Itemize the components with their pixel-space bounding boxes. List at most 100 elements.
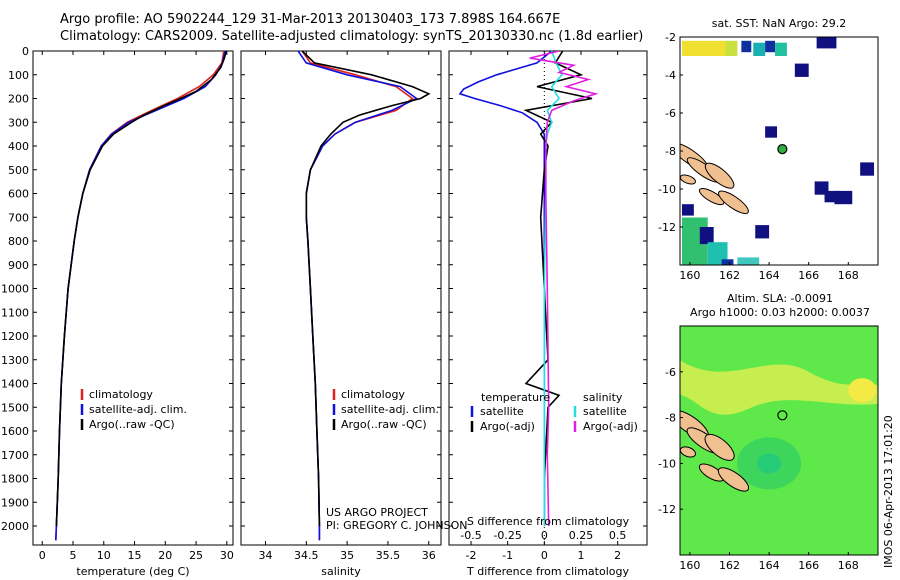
sst-pixel [816, 37, 837, 49]
y-tick-label: 1200 [1, 330, 29, 343]
y-tick-label: 400 [8, 140, 29, 153]
map-y-tick-label: -12 [658, 503, 676, 516]
map-x-tick-label: 162 [719, 269, 740, 282]
x-tick-label: 36 [422, 549, 436, 562]
panel-frame [448, 50, 648, 546]
sla-map-title: Altim. SLA: -0.0091 [727, 292, 833, 305]
x-tick-label: 2 [614, 549, 621, 562]
map-frame [679, 325, 879, 556]
legend-label: satellite [480, 405, 524, 418]
y-tick-label: 2000 [1, 520, 29, 533]
x-tick-label: 15 [128, 549, 142, 562]
argo-position-marker [777, 144, 788, 155]
x-axis-label: T difference from climatology [466, 565, 629, 578]
s-tick-label: 0 [541, 529, 548, 542]
series-salinity-1 [297, 51, 419, 541]
map-x-tick-label: 162 [719, 559, 740, 572]
map-y-tick-label: -6 [665, 107, 676, 120]
map-x-tick-label: 166 [798, 269, 819, 282]
x-tick-label: 0 [541, 549, 548, 562]
map-x-tick-label: 164 [759, 559, 780, 572]
y-tick-label: 0 [22, 45, 29, 58]
sst-map-title: sat. SST: NaN Argo: 29.2 [712, 17, 846, 30]
y-tick-label: 900 [8, 259, 29, 272]
sla-low-core [757, 453, 782, 474]
x-tick-label: 1 [578, 549, 585, 562]
y-tick-label: 500 [8, 164, 29, 177]
sst-pixel [681, 40, 726, 56]
map-x-tick-label: 168 [838, 269, 859, 282]
s-tick-label: 0.25 [569, 529, 594, 542]
sla-high-band [680, 360, 878, 415]
x-tick-label: 25 [189, 549, 203, 562]
series-difference-2 [543, 51, 563, 526]
series-temperature-1 [55, 51, 226, 541]
sst-pixel [753, 42, 766, 56]
argo-position-marker [777, 410, 788, 421]
x-tick-label: 20 [158, 549, 172, 562]
x-tick-label: 10 [97, 549, 111, 562]
sst-pixel [834, 190, 853, 205]
sst-pixel [824, 190, 841, 203]
header-line-2: Climatology: CARS2009. Satellite-adjuste… [60, 29, 644, 44]
sla-map-subtitle: Argo h1000: 0.03 h2000: 0.0037 [690, 306, 870, 319]
sst-pixel [741, 40, 752, 53]
imos-timestamp: IMOS 06-Apr-2013 17:01:20 [882, 415, 895, 568]
legend-label: satellite-adj. clim. [89, 403, 187, 416]
legend-title-temperature: temperature [481, 391, 550, 404]
map-x-tick-label: 164 [759, 269, 780, 282]
panel-frame [240, 50, 442, 546]
legend-label: Argo(-adj) [583, 420, 638, 433]
y-tick-label: 1300 [1, 354, 29, 367]
x-axis-label: salinity [321, 565, 361, 578]
island [718, 190, 749, 215]
map-x-tick-label: 166 [798, 559, 819, 572]
x-tick-label: 34.5 [294, 549, 319, 562]
map-x-tick-label: 168 [838, 559, 859, 572]
panel-temperature: 0 5 10 15 20 25 300100200300400500600700800900… [1, 45, 234, 578]
island [698, 188, 725, 206]
header-line-1: Argo profile: AO 5902244_129 31-Mar-2013… [60, 12, 561, 27]
island [717, 467, 750, 492]
sst-pixel [699, 227, 714, 245]
map-y-tick-label: -8 [665, 412, 676, 425]
sst-pixel [765, 126, 778, 138]
series-difference-3 [529, 51, 599, 527]
y-tick-label: 1600 [1, 425, 29, 438]
map-y-tick-label: -10 [658, 183, 676, 196]
series-salinity-2 [301, 51, 431, 527]
sst-pixel [860, 162, 875, 176]
series-temperature-0 [55, 51, 225, 541]
x-tick-label: -1 [502, 549, 513, 562]
x-axis-label: temperature (deg C) [76, 565, 189, 578]
legend-label: Argo(..raw -QC) [89, 418, 175, 431]
sst-pixel [681, 204, 694, 216]
sst-pixel [737, 257, 760, 265]
series-temperature-2 [55, 51, 227, 527]
x-tick-label: 35.5 [376, 549, 401, 562]
y-tick-label: 1000 [1, 283, 29, 296]
y-tick-label: 200 [8, 93, 29, 106]
y-tick-label: 1900 [1, 496, 29, 509]
sst-pixel [794, 63, 809, 77]
x-tick-label: 34 [258, 549, 272, 562]
y-tick-label: 1400 [1, 378, 29, 391]
y-tick-label: 600 [8, 188, 29, 201]
island [704, 162, 735, 189]
map-sst-map: 160 162 164 166 168 -2 -4 -6 -8 -10 -12 sat. SST: N… [658, 17, 879, 282]
island [704, 433, 735, 461]
map-sla-map: 160 162 164 166 168 -6 -8 -10 -12 Altim. SLA: -0.… [658, 292, 879, 572]
map-y-tick-label: -4 [665, 69, 676, 82]
y-tick-label: 300 [8, 116, 29, 129]
y-tick-label: 1500 [1, 401, 29, 414]
x-tick-label: 35 [340, 549, 354, 562]
map-y-tick-label: -8 [665, 145, 676, 158]
map-x-tick-label: 160 [679, 559, 700, 572]
sst-pixel [765, 40, 776, 53]
project-label: US ARGO PROJECT [326, 506, 428, 519]
map-y-tick-label: -10 [658, 457, 676, 470]
sst-pixel [755, 225, 770, 239]
s-tick-label: 0.5 [609, 529, 627, 542]
map-y-tick-label: -6 [665, 366, 676, 379]
